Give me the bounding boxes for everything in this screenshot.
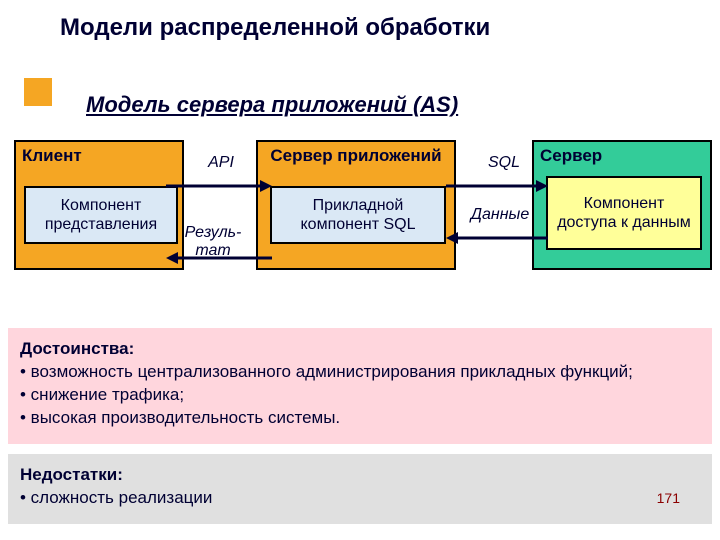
component-sql: Прикладной компонент SQL — [270, 186, 446, 244]
cons-item: • сложность реализации — [20, 487, 700, 510]
subtitle: Модель сервера приложений (AS) — [86, 92, 458, 118]
component-data-access: Компонент доступа к данным — [546, 176, 702, 250]
edge-label-data: Данные — [464, 206, 536, 224]
edge-label-sql: SQL — [474, 154, 534, 172]
tier-server: Сервер Компонент доступа к данным — [532, 140, 712, 270]
accent-square — [24, 78, 52, 106]
tier-app-label: Сервер приложений — [258, 146, 454, 166]
arrow-sql — [444, 176, 550, 196]
main-title: Модели распределенной обработки — [60, 14, 490, 42]
diagram: Клиент Компонент представления Сервер пр… — [0, 140, 720, 300]
tier-server-label: Сервер — [540, 146, 602, 166]
component-presentation: Компонент представления — [24, 186, 178, 244]
arrow-result — [164, 248, 274, 268]
cons-block: Недостатки: • сложность реализации — [8, 454, 712, 524]
tier-client: Клиент Компонент представления — [14, 140, 184, 270]
pros-block: Достоинства: • возможность централизован… — [8, 328, 712, 444]
cons-title: Недостатки: — [20, 465, 123, 484]
tier-client-label: Клиент — [22, 146, 82, 166]
pros-item: • снижение трафика; — [20, 384, 700, 407]
edge-label-api: API — [186, 154, 256, 172]
page-number: 171 — [657, 490, 680, 506]
pros-item: • высокая производительность системы. — [20, 407, 700, 430]
pros-item: • возможность централизованного админист… — [20, 361, 700, 384]
pros-title: Достоинства: — [20, 339, 134, 358]
arrow-data — [444, 228, 550, 248]
arrow-api — [164, 176, 274, 196]
tier-app-server: Сервер приложений Прикладной компонент S… — [256, 140, 456, 270]
